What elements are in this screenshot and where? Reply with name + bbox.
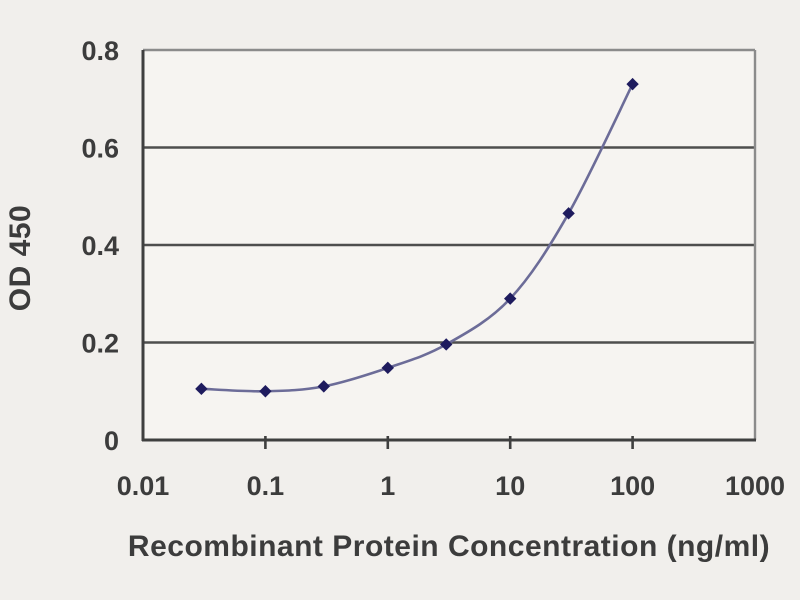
- x-tick-label-1: 1: [380, 471, 395, 501]
- y-tick-label-0.2: 0.2: [81, 329, 119, 359]
- x-tick-label-100: 100: [610, 471, 655, 501]
- y-tick-label-0: 0: [104, 426, 119, 456]
- x-axis-label: Recombinant Protein Concentration (ng/ml…: [128, 530, 770, 563]
- x-tick-label-0.01: 0.01: [117, 471, 170, 501]
- data-point-marker-100: [626, 77, 639, 91]
- data-point-marker-30: [562, 207, 575, 220]
- y-tick-label-0.6: 0.6: [81, 134, 119, 164]
- x-tick-label-1000: 1000: [725, 471, 785, 501]
- x-tick-label-0.1: 0.1: [247, 471, 285, 501]
- axis-ticks: [264, 436, 634, 449]
- y-tick-label-0.4: 0.4: [81, 231, 119, 261]
- data-point-marker-10: [504, 292, 517, 305]
- tick-labels: 0.01 0.1 1 10 100 1000 0 0.2 0.4 0.6 0.8: [81, 36, 785, 501]
- data-point-marker-0.3: [317, 380, 330, 393]
- y-tick-label-0.8: 0.8: [81, 36, 119, 66]
- y-axis-label: OD 450: [4, 205, 37, 311]
- data-point-marker-1: [381, 361, 394, 375]
- data-point-marker-3: [439, 338, 453, 351]
- data-point-marker-0.1: [259, 385, 272, 398]
- x-tick-label-10: 10: [495, 471, 525, 501]
- data-point-marker-0.03: [195, 382, 208, 396]
- series-layer: [195, 77, 639, 398]
- plot-frame: [141, 48, 757, 442]
